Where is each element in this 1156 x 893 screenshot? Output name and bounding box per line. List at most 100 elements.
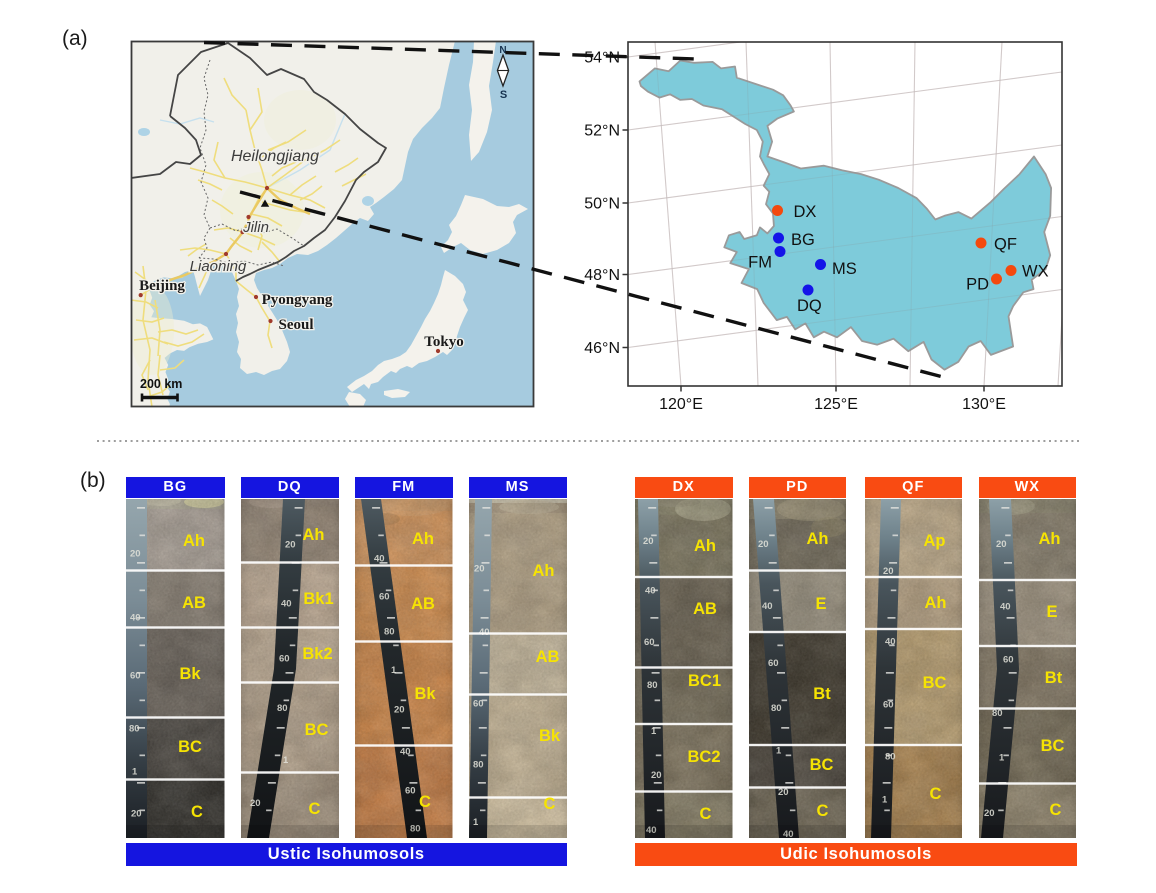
svg-text:BC: BC (1040, 737, 1064, 755)
svg-text:Ah: Ah (694, 537, 716, 555)
svg-text:Ah: Ah (532, 562, 554, 580)
svg-text:C: C (1049, 801, 1061, 819)
svg-text:60: 60 (883, 699, 894, 710)
svg-text:20: 20 (250, 798, 261, 809)
svg-text:50°N: 50°N (584, 196, 620, 213)
svg-text:80: 80 (885, 751, 896, 762)
svg-text:125°E: 125°E (814, 396, 858, 413)
svg-text:Bk: Bk (414, 685, 436, 703)
svg-text:Pyongyang: Pyongyang (262, 292, 333, 308)
svg-text:BC: BC (304, 721, 328, 739)
svg-text:80: 80 (129, 723, 140, 734)
svg-text:20: 20 (394, 704, 405, 715)
svg-text:BC2: BC2 (687, 748, 720, 766)
svg-text:S: S (500, 89, 507, 101)
svg-text:Jilin: Jilin (242, 219, 269, 236)
svg-text:120°E: 120°E (659, 396, 703, 413)
svg-text:C: C (700, 805, 712, 823)
svg-text:20: 20 (984, 808, 995, 819)
svg-text:60: 60 (473, 698, 484, 709)
svg-text:40: 40 (374, 553, 385, 564)
svg-text:E: E (1046, 603, 1057, 621)
svg-text:20: 20 (643, 536, 654, 547)
svg-text:Bk: Bk (179, 665, 201, 683)
svg-text:1: 1 (473, 817, 479, 828)
svg-text:40: 40 (281, 598, 292, 609)
svg-text:Ah: Ah (302, 526, 324, 544)
svg-text:Bt: Bt (813, 685, 831, 703)
svg-text:AB: AB (535, 648, 559, 666)
svg-text:PD: PD (966, 276, 989, 294)
svg-text:WX: WX (1022, 263, 1049, 281)
svg-text:C: C (191, 803, 203, 821)
svg-text:40: 40 (1000, 601, 1011, 612)
svg-text:1: 1 (283, 755, 289, 766)
svg-text:60: 60 (405, 785, 416, 796)
svg-text:BG: BG (791, 231, 815, 249)
svg-text:60: 60 (279, 653, 290, 664)
svg-text:Bt: Bt (1044, 669, 1062, 687)
svg-text:C: C (543, 795, 555, 813)
svg-text:BC: BC (178, 738, 202, 756)
svg-text:E: E (815, 595, 826, 613)
svg-text:1: 1 (776, 745, 782, 756)
svg-text:MS: MS (832, 260, 857, 278)
svg-text:20: 20 (130, 548, 141, 559)
svg-text:20: 20 (778, 787, 789, 798)
svg-text:Bk: Bk (538, 727, 560, 745)
svg-text:60: 60 (1003, 654, 1014, 665)
svg-text:Ah: Ah (412, 530, 434, 548)
svg-text:20: 20 (883, 566, 894, 577)
svg-text:60: 60 (130, 670, 141, 681)
svg-text:40: 40 (762, 601, 773, 612)
svg-text:Bk1: Bk1 (303, 590, 333, 608)
svg-text:Liaoning: Liaoning (190, 258, 247, 275)
svg-text:DX: DX (794, 203, 817, 221)
svg-text:40: 40 (885, 636, 896, 647)
svg-text:C: C (308, 800, 320, 818)
svg-text:54°N: 54°N (584, 50, 620, 67)
svg-text:Ah: Ah (183, 532, 205, 550)
svg-text:C: C (816, 802, 828, 820)
svg-text:80: 80 (473, 759, 484, 770)
svg-text:AB: AB (182, 594, 206, 612)
svg-text:AB: AB (693, 600, 717, 618)
svg-text:1: 1 (391, 665, 397, 676)
svg-text:40: 40 (783, 829, 794, 838)
svg-text:46°N: 46°N (584, 340, 620, 357)
svg-text:20: 20 (474, 563, 485, 574)
svg-text:60: 60 (644, 637, 655, 648)
svg-text:FM: FM (748, 254, 772, 272)
svg-text:1: 1 (651, 726, 657, 737)
svg-text:Seoul: Seoul (278, 317, 313, 333)
svg-text:20: 20 (758, 539, 769, 550)
svg-text:130°E: 130°E (962, 396, 1006, 413)
svg-text:80: 80 (410, 823, 421, 834)
svg-text:20: 20 (285, 539, 296, 550)
svg-text:200 km: 200 km (140, 377, 182, 391)
svg-text:1: 1 (132, 766, 138, 777)
svg-text:40: 40 (646, 825, 657, 836)
svg-text:Ap: Ap (923, 532, 945, 550)
svg-text:Beijing: Beijing (139, 278, 185, 294)
svg-text:20: 20 (996, 539, 1007, 550)
svg-text:20: 20 (131, 808, 142, 819)
svg-text:AB: AB (411, 595, 435, 613)
svg-text:80: 80 (647, 680, 658, 691)
svg-text:40: 40 (130, 612, 141, 623)
svg-text:80: 80 (992, 708, 1003, 719)
svg-text:Bk2: Bk2 (302, 645, 332, 663)
svg-text:80: 80 (277, 703, 288, 714)
svg-text:Heilongjiang: Heilongjiang (231, 148, 319, 165)
svg-text:60: 60 (768, 658, 779, 669)
svg-text:C: C (929, 785, 941, 803)
svg-text:20: 20 (651, 770, 662, 781)
svg-text:Ah: Ah (924, 594, 946, 612)
svg-text:DQ: DQ (797, 297, 822, 315)
svg-text:N: N (499, 45, 506, 56)
svg-text:40: 40 (400, 746, 411, 757)
svg-text:QF: QF (994, 236, 1017, 254)
svg-text:BC1: BC1 (688, 672, 721, 690)
svg-text:Ah: Ah (806, 530, 828, 548)
svg-text:Ah: Ah (1038, 530, 1060, 548)
